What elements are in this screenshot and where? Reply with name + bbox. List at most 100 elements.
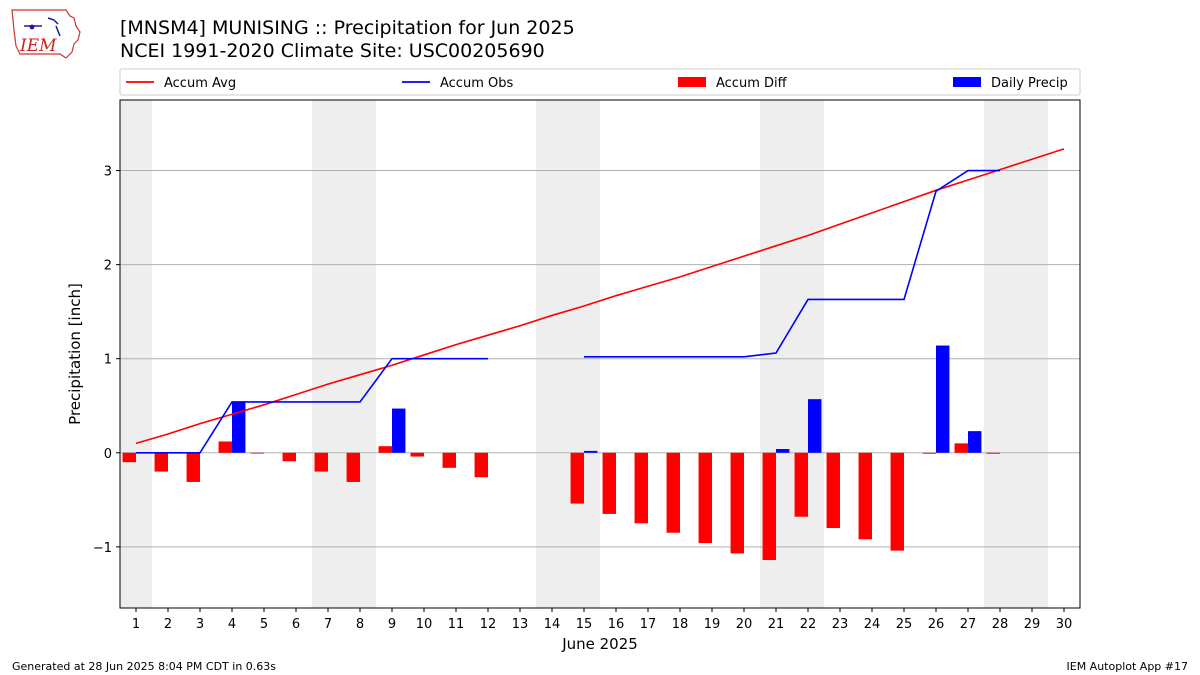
- accum-diff-bar-day-26: [922, 452, 936, 454]
- accum-diff-bar-day-27: [954, 443, 968, 453]
- legend-swatch-2: [678, 77, 706, 87]
- y-tick-label: 2: [104, 259, 112, 274]
- y-tick-label: −1: [93, 541, 112, 556]
- accum-diff-bar-day-3: [186, 452, 200, 482]
- accum-diff-bar-day-2: [154, 452, 168, 472]
- accum-diff-bar-day-18: [666, 452, 680, 533]
- x-tick-label: 28: [992, 617, 1009, 632]
- daily-precip-bar-day-27: [968, 431, 982, 453]
- x-axis: 1 2 3 4 5 6 7 8 9 10 11 12 13 14 15 16 17 18 19 20 21 22 23 24 2…: [132, 608, 1072, 632]
- accum-diff-bar-day-5: [250, 452, 264, 454]
- x-tick-label: 2: [164, 617, 172, 632]
- accum-avg-line: [135, 148, 1065, 445]
- x-tick-label: 10: [416, 617, 433, 632]
- legend-label: Accum Diff: [716, 76, 788, 91]
- accum-diff-bar-day-20: [730, 452, 744, 554]
- chart-title: [MNSM4] MUNISING :: Precipitation for Ju…: [120, 17, 575, 39]
- weekend-band-15: [568, 100, 600, 608]
- x-tick-label: 20: [736, 617, 753, 632]
- x-tick-label: 1: [132, 617, 140, 632]
- weekend-band-28: [984, 100, 1016, 608]
- y-axis-label: Precipitation [inch]: [66, 283, 84, 425]
- accum-obs-line-segment-0: [136, 357, 488, 454]
- accum-obs-line-segment-1: [584, 169, 1000, 358]
- x-tick-label: 6: [292, 617, 300, 632]
- footer-app: IEM Autoplot App #17: [1066, 660, 1189, 673]
- weekend-band-7: [312, 100, 344, 608]
- accum-diff-bars: [122, 441, 1000, 561]
- x-tick-label: 26: [928, 617, 945, 632]
- x-tick-label: 22: [800, 617, 817, 632]
- chart-subtitle: NCEI 1991-2020 Climate Site: USC00205690: [120, 40, 545, 62]
- weekend-band-14: [536, 100, 568, 608]
- x-tick-label: 5: [260, 617, 268, 632]
- y-axis: −1 0 1 2 3: [93, 165, 120, 556]
- x-tick-label: 15: [576, 617, 593, 632]
- x-tick-label: 19: [704, 617, 721, 632]
- y-tick-label: 0: [104, 447, 112, 462]
- accum-diff-bar-day-23: [826, 452, 840, 529]
- daily-precip-bars: [232, 345, 982, 453]
- weekend-band-8: [344, 100, 376, 608]
- x-tick-label: 9: [388, 617, 396, 632]
- accum-diff-bar-day-7: [314, 452, 328, 472]
- daily-precip-bar-day-15: [584, 450, 598, 453]
- x-tick-label: 30: [1056, 617, 1073, 632]
- accum-diff-bar-day-1: [122, 452, 136, 463]
- accum-diff-bar-day-12: [474, 452, 488, 478]
- x-tick-label: 13: [512, 617, 529, 632]
- x-tick-label: 3: [196, 617, 204, 632]
- x-tick-label: 14: [544, 617, 561, 632]
- accum-diff-bar-day-10: [410, 452, 424, 457]
- legend-label: Daily Precip: [991, 76, 1068, 91]
- accum-diff-bar-day-11: [442, 452, 456, 468]
- daily-precip-bar-day-22: [808, 399, 822, 453]
- accum-diff-bar-day-15: [570, 452, 584, 504]
- y-tick-label: 3: [104, 165, 112, 180]
- legend-label: Accum Obs: [440, 76, 513, 91]
- accum-diff-bar-day-28: [986, 452, 1000, 454]
- daily-precip-bar-day-26: [936, 345, 950, 453]
- gridlines: [120, 170, 1080, 548]
- iem-logo-text: IEM: [19, 36, 57, 56]
- y-tick-label: 1: [104, 353, 112, 368]
- x-tick-label: 16: [608, 617, 625, 632]
- weekend-band-1: [120, 100, 152, 608]
- x-tick-label: 8: [356, 617, 364, 632]
- iem-logo: IEM: [11, 9, 81, 59]
- plot-frame: [119, 99, 1081, 609]
- accum-diff-bar-day-9: [378, 446, 392, 453]
- accum-diff-bar-day-8: [346, 452, 360, 482]
- weekend-band-22: [792, 100, 824, 608]
- x-tick-label: 7: [324, 617, 332, 632]
- x-tick-label: 18: [672, 617, 689, 632]
- x-axis-label: June 2025: [561, 635, 638, 653]
- daily-precip-bar-day-9: [392, 408, 406, 453]
- accum-diff-bar-day-24: [858, 452, 872, 540]
- footer-generated: Generated at 28 Jun 2025 8:04 PM CDT in …: [12, 660, 277, 673]
- x-tick-label: 4: [228, 617, 236, 632]
- x-tick-label: 27: [960, 617, 977, 632]
- x-tick-label: 24: [864, 617, 881, 632]
- legend-box: [119, 68, 1081, 96]
- accum-diff-bar-day-19: [698, 452, 712, 544]
- x-tick-label: 25: [896, 617, 913, 632]
- accum-diff-bar-day-21: [762, 452, 776, 561]
- accum-diff-bar-day-22: [794, 452, 808, 517]
- x-tick-label: 23: [832, 617, 849, 632]
- x-tick-label: 29: [1024, 617, 1041, 632]
- weekend-bands: [120, 100, 1048, 608]
- accum-diff-bar-day-17: [634, 452, 648, 524]
- accum-diff-bar-day-6: [282, 452, 296, 462]
- accum-diff-bar-day-16: [602, 452, 616, 514]
- accum-diff-bar-day-4: [218, 441, 232, 453]
- daily-precip-bar-day-21: [776, 449, 790, 453]
- legend-swatch-3: [953, 77, 981, 87]
- x-tick-label: 11: [448, 617, 465, 632]
- legend-label: Accum Avg: [164, 76, 236, 91]
- weekend-band-29: [1016, 100, 1048, 608]
- accum-avg-line-segment-0: [135, 148, 1065, 445]
- daily-precip-bar-day-4: [232, 401, 246, 453]
- accum-diff-bar-day-25: [890, 452, 904, 551]
